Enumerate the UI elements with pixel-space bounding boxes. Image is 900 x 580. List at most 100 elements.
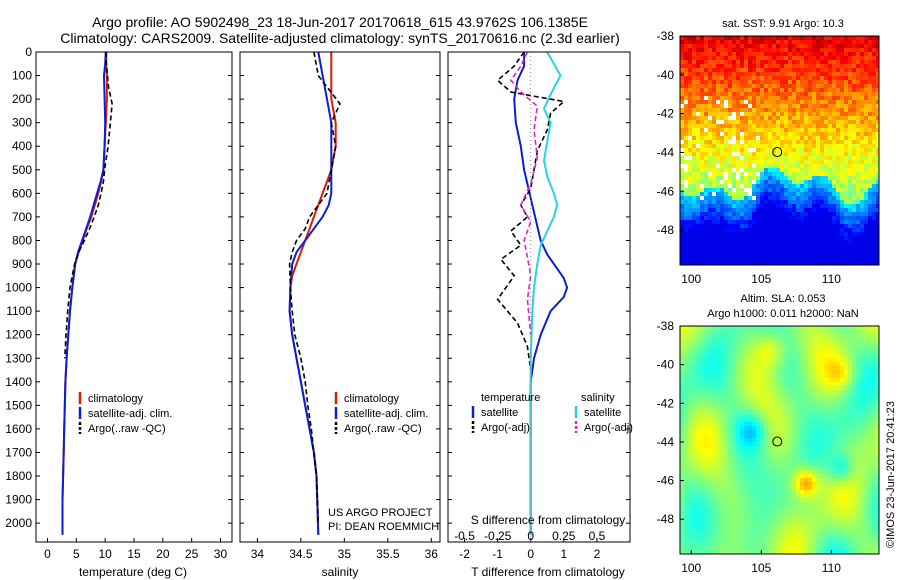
map-cell [724,430,729,435]
map-cell [688,204,693,209]
map-cell [816,402,821,407]
map-cell [824,84,829,89]
map-cell [840,52,845,57]
map-cell [848,426,853,431]
map-cell [836,144,841,149]
map-cell [832,414,837,419]
map-cell [848,36,853,41]
map-cell [684,152,689,157]
map-cell [728,374,733,379]
map-cell [712,228,717,233]
map-cell [724,232,729,237]
map-cell [828,88,833,93]
map-cell [784,470,789,475]
map-cell [776,374,781,379]
map-cell [688,418,693,423]
map-cell [780,418,785,423]
map-cell [792,458,797,463]
map-cell [876,434,879,439]
map-cell [748,224,753,229]
map-cell [720,180,725,185]
map-cell [876,112,879,117]
map-cell [760,120,765,125]
map-cell [700,224,705,229]
map-cell [836,228,841,233]
map-cell [824,96,829,101]
map-cell [852,414,857,419]
map-cell [848,68,853,73]
map-cell [816,200,821,205]
map-cell [776,240,781,245]
map-cell [796,168,801,173]
map-cell [716,362,721,367]
map-cell [824,354,829,359]
map-cell [748,418,753,423]
map-cell [704,124,709,129]
map-cell [692,220,697,225]
map-cell [808,44,813,49]
map-cell [680,248,685,253]
map-cell [744,100,749,105]
map-cell [836,240,841,245]
map-cell [836,184,841,189]
map-cell [756,260,761,265]
map-cell [724,248,729,253]
map-cell [844,200,849,205]
map-cell [684,458,689,463]
map-cell [732,48,737,53]
map-cell [820,252,825,257]
map-cell [736,386,741,391]
map-cell [764,128,769,133]
map-cell [776,48,781,53]
map-cell [724,184,729,189]
map-cell [680,466,685,471]
map-cell [872,96,877,101]
map-cell [804,394,809,399]
map-cell [820,40,825,45]
map-cell [820,256,825,261]
x-tick-label: 34.5 [289,547,313,561]
map-cell [796,466,801,471]
map-cell [844,244,849,249]
map-cell [744,136,749,141]
map-cell [756,96,761,101]
map-cell [768,92,773,97]
map-cell [684,92,689,97]
map-cell [840,48,845,53]
map-cell [872,370,877,375]
map-cell [692,330,697,335]
map-cell [760,132,765,137]
map-cell [776,180,781,185]
map-cell [748,48,753,53]
map-cell [768,96,773,101]
map-cell [724,240,729,245]
map-cell [852,454,857,459]
map-cell [764,64,769,69]
map-cell [748,334,753,339]
map-cell [876,398,879,403]
map-cell [732,382,737,387]
map-cell [696,446,701,451]
map-cell [824,470,829,475]
map-cell [720,40,725,45]
map-cell [680,434,685,439]
map-cell [836,204,841,209]
map-cell [736,104,741,109]
map-cell [692,390,697,395]
map-cell [784,56,789,61]
map-cell [868,216,873,221]
map-cell [680,358,685,363]
map-cell [684,52,689,57]
map-cell [832,176,837,181]
map-cell [704,140,709,145]
map-cell [732,84,737,89]
map-cell [708,92,713,97]
map-cell [808,382,813,387]
map-cell [856,116,861,121]
map-cell [768,342,773,347]
map-cell [740,446,745,451]
map-cell [764,116,769,121]
map-cell [784,188,789,193]
map-cell [748,88,753,93]
map-cell [708,446,713,451]
